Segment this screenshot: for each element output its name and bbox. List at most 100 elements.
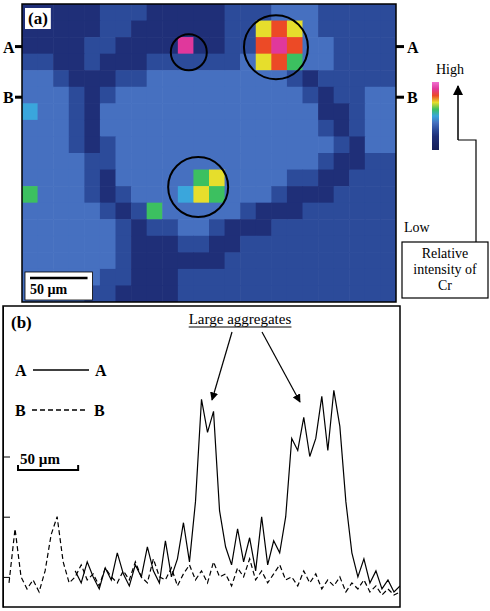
map-cell (116, 186, 132, 203)
map-cell (131, 236, 147, 253)
map-cell (162, 219, 178, 236)
y-tick (3, 517, 10, 518)
map-cells (22, 4, 396, 302)
map-cell (209, 54, 225, 71)
map-cell (69, 203, 85, 220)
map-cell (365, 285, 381, 302)
map-cell (256, 37, 272, 54)
map-cell (334, 153, 350, 170)
map-cell (349, 4, 365, 21)
map-cell (256, 21, 272, 38)
map-cell (318, 70, 334, 87)
map-cell (287, 37, 303, 54)
map-cell (380, 236, 396, 253)
map-cell (69, 236, 85, 253)
y-tick (3, 577, 10, 578)
map-cell (380, 170, 396, 187)
map-cell (69, 4, 85, 21)
map-cell (100, 170, 116, 187)
map-cell (162, 203, 178, 220)
map-cell (209, 153, 225, 170)
y-axis (3, 307, 10, 608)
map-cell (271, 103, 287, 120)
map-cell (365, 54, 381, 71)
map-cell (225, 136, 241, 153)
legend-label: A (15, 362, 27, 379)
map-cell (365, 87, 381, 104)
map-cell (256, 186, 272, 203)
map-cell (271, 21, 287, 38)
profile-line (9, 517, 400, 595)
map-cell (100, 252, 116, 269)
map-cell (22, 153, 38, 170)
map-cell (100, 103, 116, 120)
map-cell (147, 252, 163, 269)
map-cell (365, 103, 381, 120)
map-cell (271, 252, 287, 269)
map-cell (303, 269, 319, 286)
scale-bar-label: 50 µm (30, 282, 68, 297)
map-cell (271, 37, 287, 54)
map-cell (100, 236, 116, 253)
map-cell (162, 269, 178, 286)
map-cell (287, 285, 303, 302)
map-cell (225, 4, 241, 21)
map-cell (334, 21, 350, 38)
map-cell (209, 21, 225, 38)
scale-bar-line (30, 277, 88, 280)
map-cell (22, 170, 38, 187)
map-cell (318, 219, 334, 236)
map-cell (147, 120, 163, 137)
colorbar-low: Low (404, 220, 431, 235)
map-cell (318, 186, 334, 203)
map-cell (303, 219, 319, 236)
map-cell (84, 37, 100, 54)
map-cell (271, 170, 287, 187)
legend-label: B (94, 402, 105, 419)
map-cell (318, 4, 334, 21)
map-cell (100, 219, 116, 236)
map-cell (303, 70, 319, 87)
map-cell (287, 219, 303, 236)
map-cell (271, 269, 287, 286)
map-cell (162, 21, 178, 38)
map-cell (69, 70, 85, 87)
map-cell (69, 37, 85, 54)
map-cell (84, 186, 100, 203)
map-cell (256, 269, 272, 286)
map-cell (53, 153, 69, 170)
map-cell (131, 87, 147, 104)
map-cell (84, 203, 100, 220)
map-cell (380, 219, 396, 236)
map-cell (256, 236, 272, 253)
map-cell (240, 219, 256, 236)
map-cell (365, 170, 381, 187)
map-cell (22, 54, 38, 71)
map-cell (193, 70, 209, 87)
map-cell (380, 70, 396, 87)
map-cell (349, 252, 365, 269)
map-cell (116, 170, 132, 187)
map-cell (69, 103, 85, 120)
map-cell (38, 120, 54, 137)
map-cell (22, 120, 38, 137)
map-cell (193, 170, 209, 187)
map-cell (53, 37, 69, 54)
map-cell (116, 120, 132, 137)
map-cell (131, 219, 147, 236)
map-cell (69, 54, 85, 71)
map-cell (209, 170, 225, 187)
profile-line (75, 390, 400, 592)
map-cell (380, 153, 396, 170)
colorbar-arrow (457, 86, 459, 140)
legend-swatch (32, 409, 88, 411)
map-cell (318, 252, 334, 269)
map-cell (84, 252, 100, 269)
map-cell (162, 186, 178, 203)
map-cell (365, 153, 381, 170)
map-cell (225, 285, 241, 302)
map-cell (209, 4, 225, 21)
map-cell (240, 285, 256, 302)
map-cell (349, 236, 365, 253)
map-cell (271, 120, 287, 137)
